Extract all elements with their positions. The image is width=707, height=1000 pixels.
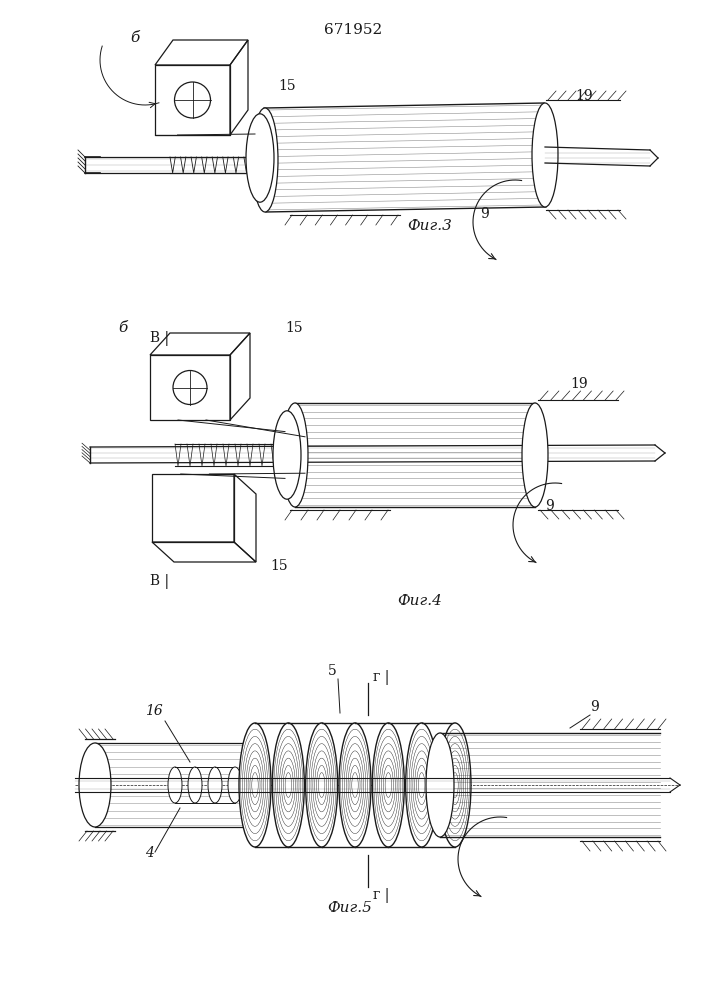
Ellipse shape xyxy=(246,114,274,202)
Ellipse shape xyxy=(168,767,182,803)
Text: 19: 19 xyxy=(575,89,592,103)
Text: 19: 19 xyxy=(570,377,588,391)
Text: В |: В | xyxy=(150,574,169,589)
Ellipse shape xyxy=(252,108,278,212)
Text: Фиг.4: Фиг.4 xyxy=(397,594,443,608)
Text: б: б xyxy=(118,321,127,335)
Text: 9: 9 xyxy=(480,207,489,221)
Text: 15: 15 xyxy=(278,79,296,93)
Ellipse shape xyxy=(426,733,454,837)
Ellipse shape xyxy=(339,723,371,847)
Ellipse shape xyxy=(79,743,111,827)
Text: 9: 9 xyxy=(590,700,599,714)
Ellipse shape xyxy=(208,767,222,803)
Ellipse shape xyxy=(439,723,471,847)
Text: б: б xyxy=(130,31,139,45)
Text: 9: 9 xyxy=(545,499,554,513)
Ellipse shape xyxy=(522,403,548,507)
Ellipse shape xyxy=(188,767,202,803)
Ellipse shape xyxy=(228,767,242,803)
Text: В |: В | xyxy=(150,331,169,346)
Ellipse shape xyxy=(273,411,301,499)
Text: 16: 16 xyxy=(145,704,163,718)
Text: Фиг.5: Фиг.5 xyxy=(327,901,373,915)
Text: 671952: 671952 xyxy=(324,23,382,37)
Ellipse shape xyxy=(282,403,308,507)
Text: г |: г | xyxy=(373,670,390,685)
Text: Фиг.3: Фиг.3 xyxy=(407,219,452,233)
Ellipse shape xyxy=(532,103,558,207)
Text: 5: 5 xyxy=(328,664,337,678)
Ellipse shape xyxy=(406,723,438,847)
Ellipse shape xyxy=(373,723,404,847)
Ellipse shape xyxy=(239,723,271,847)
Text: 15: 15 xyxy=(270,559,288,573)
Text: 15: 15 xyxy=(285,321,303,335)
Text: г |: г | xyxy=(373,888,390,903)
Text: 4: 4 xyxy=(145,846,154,860)
Ellipse shape xyxy=(272,723,304,847)
Ellipse shape xyxy=(305,723,338,847)
